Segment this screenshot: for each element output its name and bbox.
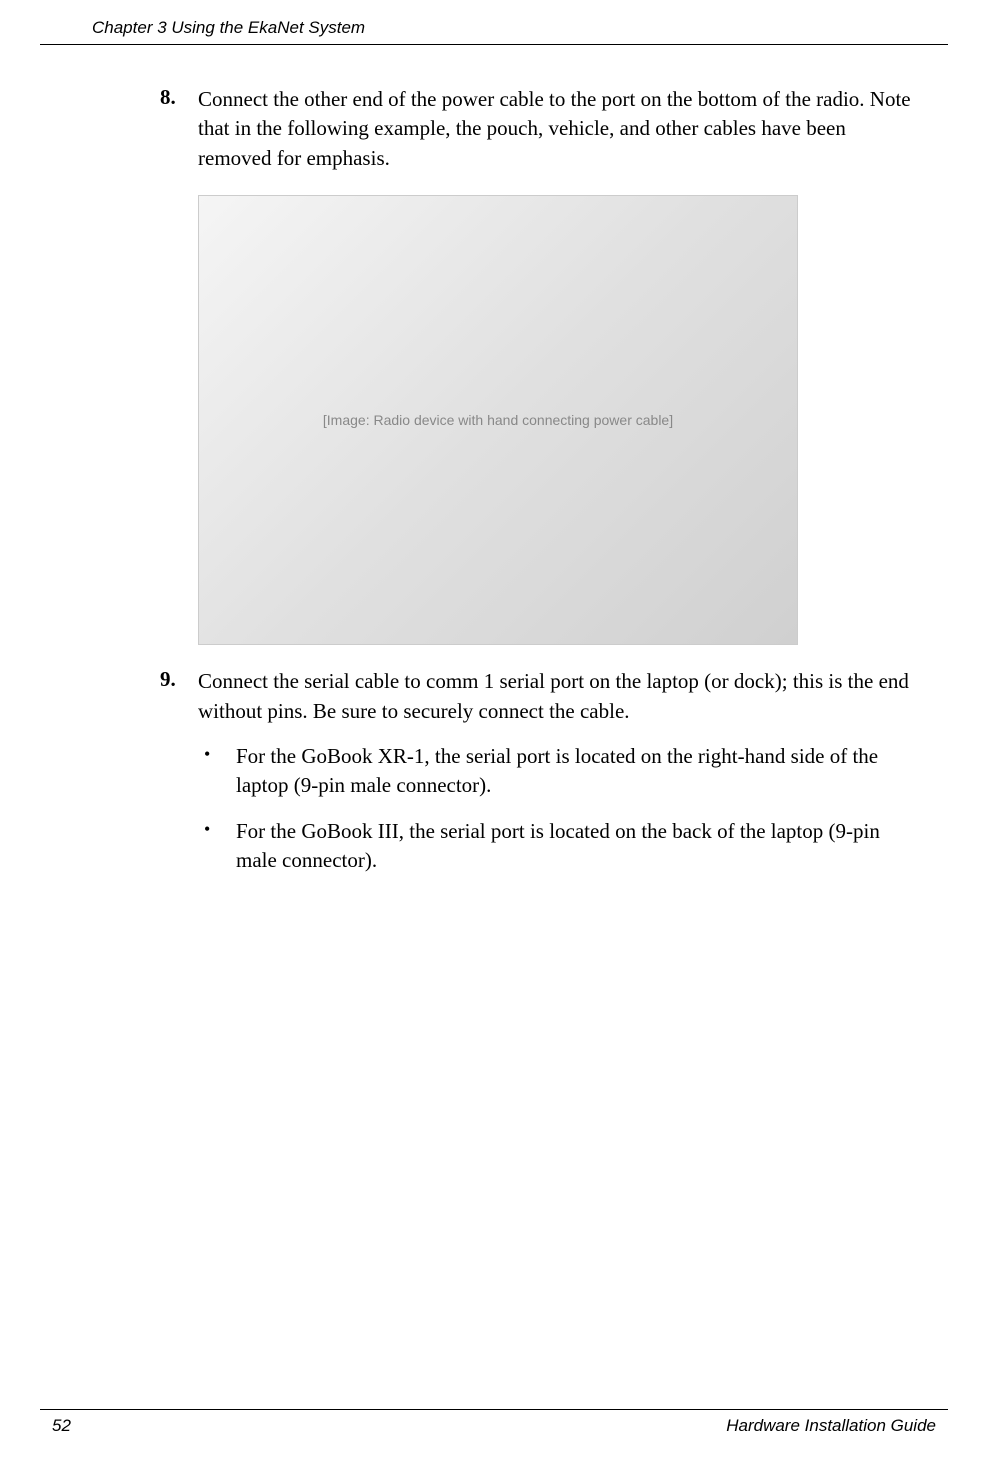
bullet-list: • For the GoBook XR-1, the serial port i… bbox=[198, 742, 918, 876]
bullet-text: For the GoBook XR-1, the serial port is … bbox=[236, 742, 918, 801]
page-header: Chapter 3 Using the EkaNet System bbox=[40, 0, 948, 45]
step-text: Connect the other end of the power cable… bbox=[198, 85, 918, 173]
step-line: 9. Connect the serial cable to comm 1 se… bbox=[160, 667, 918, 726]
page-footer: 52 Hardware Installation Guide bbox=[40, 1409, 948, 1436]
page-content: 8. Connect the other end of the power ca… bbox=[0, 45, 988, 876]
document-title: Hardware Installation Guide bbox=[726, 1416, 936, 1436]
bullet-item: • For the GoBook III, the serial port is… bbox=[198, 817, 918, 876]
instruction-image: [Image: Radio device with hand connectin… bbox=[198, 195, 798, 645]
bullet-marker-icon: • bbox=[198, 817, 236, 842]
step-text: Connect the serial cable to comm 1 seria… bbox=[198, 667, 918, 726]
bullet-item: • For the GoBook XR-1, the serial port i… bbox=[198, 742, 918, 801]
bullet-text: For the GoBook III, the serial port is l… bbox=[236, 817, 918, 876]
step-9: 9. Connect the serial cable to comm 1 se… bbox=[160, 667, 918, 875]
step-number: 8. bbox=[160, 85, 198, 110]
step-8: 8. Connect the other end of the power ca… bbox=[160, 85, 918, 645]
page-number: 52 bbox=[52, 1416, 71, 1436]
step-number: 9. bbox=[160, 667, 198, 692]
bullet-marker-icon: • bbox=[198, 742, 236, 767]
image-placeholder-label: [Image: Radio device with hand connectin… bbox=[323, 412, 673, 428]
chapter-title: Chapter 3 Using the EkaNet System bbox=[92, 18, 365, 38]
step-line: 8. Connect the other end of the power ca… bbox=[160, 85, 918, 173]
